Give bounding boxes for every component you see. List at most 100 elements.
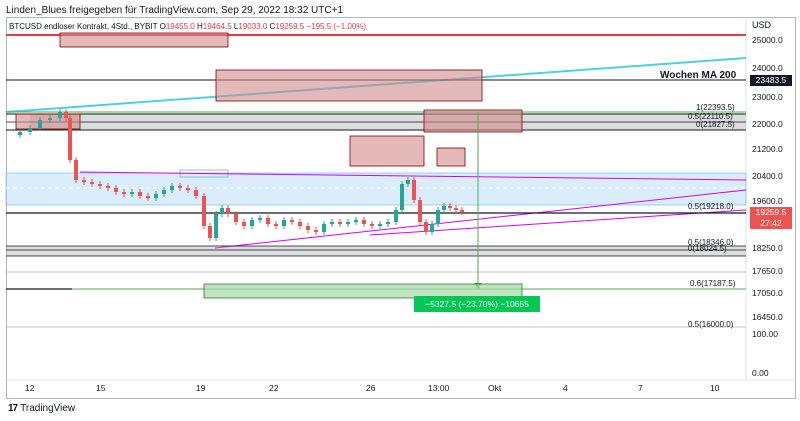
candle-body (442, 206, 446, 210)
fib-level-label: 0.6(17187.5) (690, 279, 736, 288)
candle-body (58, 112, 62, 118)
candle-body (298, 222, 302, 226)
candle-body (362, 220, 366, 224)
tradingview-logo-icon: 17 (8, 403, 18, 414)
candle-body (162, 190, 166, 194)
candle-body (266, 218, 270, 224)
red-box-5 (349, 135, 425, 167)
tradingview-brand[interactable]: 17 TradingView (8, 403, 75, 414)
price-tick-label: 17650.0 (752, 266, 783, 276)
price-tick-label: 22000.0 (752, 119, 783, 129)
fib-level-label: 0(18024.5) (688, 244, 727, 253)
candle-body (28, 128, 32, 132)
time-tick-label: 19 (196, 383, 206, 393)
candle-body (18, 132, 22, 135)
candle-body (386, 222, 390, 224)
candle-body (400, 184, 404, 210)
price-tick-label: 0.00 (752, 368, 769, 378)
fib-level-label: 0(21827.5) (696, 120, 735, 129)
price-tick-label: 16450.0 (752, 312, 783, 322)
candle-body (282, 220, 286, 226)
candle-body (226, 208, 230, 214)
candle-body (460, 210, 464, 212)
price-tick-label: 23000.0 (752, 92, 783, 102)
candle-body (170, 186, 174, 190)
low-value: 19033.0 (238, 22, 268, 31)
candle-body (64, 112, 68, 118)
candle-body (370, 224, 374, 226)
measure-label: −5327.5 (−23.70%) −10655 (425, 299, 529, 309)
low-label: L (233, 22, 239, 31)
candle-body (234, 214, 238, 222)
candle-body (338, 222, 342, 224)
brand-name: TradingView (20, 403, 76, 414)
candle-body (250, 220, 254, 226)
time-tick-label: Okt (488, 383, 502, 393)
ma-label: Wochen MA 200 (660, 70, 737, 81)
candle-body (242, 222, 246, 226)
symbol-name: BTCUSD endloser Kontrakt, 4Std., BYBIT (9, 22, 158, 31)
time-tick-label: 10 (710, 383, 720, 393)
price-tick-label: 18250.0 (752, 243, 783, 253)
time-tick-label: 26 (366, 383, 376, 393)
high-value: 19464.5 (202, 22, 232, 31)
magenta-line-top (79, 171, 747, 181)
price-tick-label: 21200.0 (752, 144, 783, 154)
symbol-legend: BTCUSD endloser Kontrakt, 4Std., BYBIT O… (9, 22, 366, 31)
price-tick-label: 17050.0 (752, 288, 783, 298)
candle-body (202, 196, 206, 226)
candle-body (214, 214, 218, 238)
candle-body (178, 186, 182, 188)
candle-body (346, 222, 350, 224)
candles (18, 109, 464, 241)
candle-body (98, 184, 102, 186)
candle-body (154, 194, 158, 198)
price-tick-label: 24000.0 (752, 63, 783, 73)
candle-body (322, 224, 326, 232)
fib-level-label: 1(22393.5) (696, 103, 735, 112)
candle-body (274, 224, 278, 226)
candle-body (354, 220, 358, 222)
candle-body (424, 222, 428, 232)
candle-body (418, 200, 422, 222)
red-box-6 (436, 147, 466, 167)
candle-body (74, 160, 78, 180)
current-price-tag: 19259.5 27:42 (750, 207, 792, 229)
candle-body (436, 210, 440, 224)
candle-body (412, 180, 416, 200)
candle-body (194, 190, 198, 196)
price-tick-label: 25000.0 (752, 35, 783, 45)
time-tick-label: 13:00 (428, 383, 450, 393)
close-value: 19259.5 (275, 22, 305, 31)
candle-body (314, 230, 318, 232)
fib-level-label: 0.5(18346.0) (688, 238, 734, 247)
candle-body (122, 192, 126, 194)
candle-body (186, 188, 190, 190)
red-box-2 (215, 69, 483, 102)
high-label: H (196, 22, 203, 31)
fib-level-label: 0.5(22110.5) (688, 112, 733, 121)
price-tick-label: 19600.0 (752, 196, 783, 206)
candle-body (146, 196, 150, 198)
magenta-line-mid (214, 189, 747, 249)
measure-badge (414, 296, 540, 312)
ma-price-tag: 23483.5 (750, 75, 792, 86)
price-tick-label: 20400.0 (752, 171, 783, 181)
share-header: Linden_Blues freigegeben für TradingView… (6, 5, 343, 16)
candle-body (306, 226, 310, 230)
candle-body (208, 226, 212, 238)
currency-label: USD (752, 20, 772, 30)
green-target-box (203, 283, 523, 299)
candle-body (130, 192, 134, 194)
open-label: O (159, 22, 166, 31)
time-tick-label: 7 (638, 383, 643, 393)
red-box-4 (423, 109, 523, 133)
time-tick-label: 22 (269, 383, 279, 393)
candle-body (430, 224, 434, 232)
candle-body (114, 188, 118, 192)
candle-body (378, 224, 382, 226)
candle-body (258, 218, 262, 220)
time-tick-label: 4 (563, 383, 568, 393)
price-tick-label: 100.00 (752, 329, 778, 339)
